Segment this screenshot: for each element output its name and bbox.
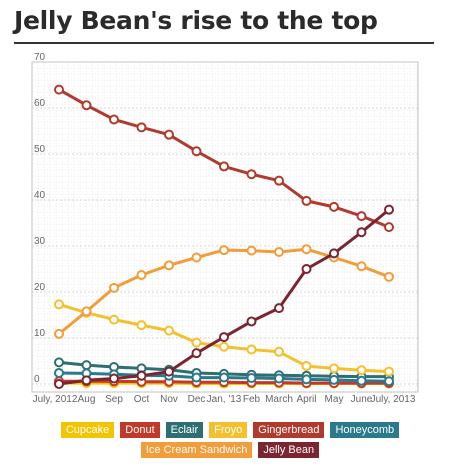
- data-point-gingerbread: [219, 161, 229, 172]
- data-point-froyo: [136, 320, 147, 331]
- y-tick-label: 30: [34, 236, 46, 247]
- data-point-jelly-bean: [191, 348, 202, 359]
- data-point-gingerbread: [136, 122, 147, 133]
- data-point-honeycomb: [191, 372, 202, 383]
- data-point-jelly-bean: [81, 375, 92, 386]
- data-point-froyo: [191, 337, 202, 348]
- data-point-honeycomb: [274, 373, 284, 384]
- legend-item-gingerbread: Gingerbread: [253, 422, 325, 438]
- x-tick-label: April: [296, 394, 316, 405]
- legend-row: Cupcake Donut Eclair Froyo Gingerbread Honeyc…: [40, 422, 420, 438]
- data-point-gingerbread: [109, 114, 119, 125]
- data-point-eclair: [81, 360, 92, 371]
- data-point-froyo: [219, 341, 229, 352]
- data-point-jelly-bean: [109, 373, 119, 384]
- x-tick-label: July, 2013: [371, 394, 416, 405]
- y-tick-label: 70: [34, 52, 46, 63]
- legend-item-honeycomb: Honeycomb: [330, 422, 400, 438]
- legend-item-cupcake: Cupcake: [60, 422, 115, 438]
- chart-title: Jelly Bean's rise to the top: [14, 6, 378, 35]
- legend-item-eclair: Eclair: [165, 422, 204, 438]
- data-point-honeycomb: [301, 374, 312, 385]
- legend-item-ice-cream-sandwich: Ice Cream Sandwich: [140, 442, 253, 458]
- data-point-froyo: [329, 363, 339, 374]
- x-tick-label: Dec: [188, 394, 206, 405]
- data-point-jelly-bean: [384, 204, 394, 215]
- x-tick-label: Aug: [78, 394, 96, 405]
- data-point-ice-cream-sandwich: [246, 245, 257, 256]
- y-tick-label: 10: [34, 328, 46, 339]
- data-point-eclair: [54, 357, 64, 368]
- legend-row: Ice Cream Sandwich Jelly Bean: [40, 442, 420, 458]
- data-point-jelly-bean: [274, 303, 284, 314]
- legend: Cupcake Donut Eclair Froyo Gingerbread Honeyc…: [40, 422, 420, 462]
- data-point-honeycomb: [356, 375, 367, 386]
- y-tick-label: 20: [34, 282, 46, 293]
- data-point-honeycomb: [384, 376, 394, 387]
- y-tick-label: 60: [34, 98, 46, 109]
- y-tick-label: 0: [34, 374, 40, 385]
- data-point-froyo: [301, 361, 312, 372]
- data-point-gingerbread: [191, 146, 202, 157]
- data-point-gingerbread: [301, 195, 312, 206]
- data-point-froyo: [54, 299, 64, 310]
- data-point-jelly-bean: [219, 332, 229, 343]
- data-point-gingerbread: [274, 175, 284, 186]
- x-tick-label: Oct: [134, 394, 150, 405]
- data-point-gingerbread: [356, 211, 367, 222]
- line-chart: 0 10 20 30 40 50 60 70 July, 2012 Aug Sep Oct Nov Dec…: [31, 52, 419, 405]
- data-point-honeycomb: [219, 372, 229, 383]
- data-point-froyo: [164, 325, 174, 336]
- data-point-gingerbread: [329, 201, 339, 212]
- data-point-jelly-bean: [136, 370, 147, 381]
- data-point-ice-cream-sandwich: [384, 271, 394, 282]
- data-point-ice-cream-sandwich: [81, 306, 92, 317]
- legend-item-jelly-bean: Jelly Bean: [258, 442, 320, 458]
- y-tick-label: 50: [34, 144, 46, 155]
- x-tick-label: June: [351, 394, 373, 405]
- x-tick-label: Feb: [243, 394, 261, 405]
- data-point-honeycomb: [246, 373, 257, 384]
- title-rule: [14, 42, 434, 44]
- data-point-ice-cream-sandwich: [274, 246, 284, 257]
- data-point-ice-cream-sandwich: [54, 328, 64, 339]
- data-point-honeycomb: [54, 367, 64, 378]
- y-tick-label: 40: [34, 190, 46, 201]
- x-tick-label: May: [325, 394, 344, 405]
- data-point-honeycomb: [329, 374, 339, 385]
- data-point-jelly-bean: [301, 264, 312, 274]
- data-point-gingerbread: [81, 100, 92, 111]
- x-tick-label: Nov: [160, 394, 178, 405]
- data-point-ice-cream-sandwich: [191, 252, 202, 263]
- data-point-froyo: [109, 314, 119, 325]
- x-tick-label: Sep: [105, 394, 123, 405]
- data-point-gingerbread: [54, 84, 64, 95]
- data-point-ice-cream-sandwich: [301, 244, 312, 255]
- x-tick-label: March: [265, 394, 293, 405]
- legend-item-donut: Donut: [120, 422, 160, 438]
- data-point-froyo: [384, 366, 394, 377]
- data-point-ice-cream-sandwich: [109, 282, 119, 293]
- x-tick-label: Jan, '13: [207, 394, 242, 405]
- data-point-jelly-bean: [356, 227, 367, 238]
- x-tick-label: July, 2012: [33, 394, 78, 405]
- data-point-froyo: [274, 346, 284, 357]
- data-point-jelly-bean: [246, 316, 257, 327]
- data-point-ice-cream-sandwich: [164, 260, 174, 271]
- data-point-ice-cream-sandwich: [136, 269, 147, 280]
- data-point-jelly-bean: [164, 366, 174, 377]
- data-point-froyo: [246, 344, 257, 355]
- data-point-ice-cream-sandwich: [356, 261, 367, 272]
- data-point-gingerbread: [164, 129, 174, 140]
- legend-item-froyo: Froyo: [209, 422, 248, 438]
- data-point-froyo: [356, 365, 367, 376]
- data-point-gingerbread: [246, 169, 257, 180]
- data-point-gingerbread: [384, 222, 394, 233]
- data-point-jelly-bean: [54, 379, 64, 389]
- data-point-jelly-bean: [329, 248, 339, 259]
- data-point-ice-cream-sandwich: [219, 245, 229, 256]
